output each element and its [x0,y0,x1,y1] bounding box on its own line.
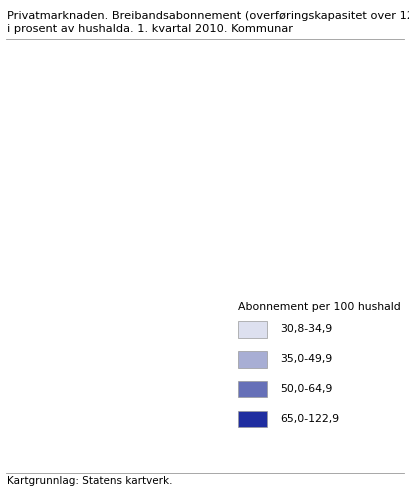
Text: 35,0-49,9: 35,0-49,9 [280,354,332,364]
Text: 30,8-34,9: 30,8-34,9 [280,324,332,334]
Bar [237,381,267,397]
Text: 65,0-122,9: 65,0-122,9 [280,414,339,424]
Text: Kartgrunnlag: Statens kartverk.: Kartgrunnlag: Statens kartverk. [7,476,173,486]
Text: Abonnement per 100 hushald: Abonnement per 100 hushald [237,302,400,312]
Bar [237,411,267,427]
Bar [237,351,267,367]
Text: Privatmarknaden. Breibandsabonnement (overføringskapasitet over 128 kbit/s)
i pr: Privatmarknaden. Breibandsabonnement (ov… [7,11,409,34]
Bar [237,321,267,338]
Text: 50,0-64,9: 50,0-64,9 [280,384,332,394]
